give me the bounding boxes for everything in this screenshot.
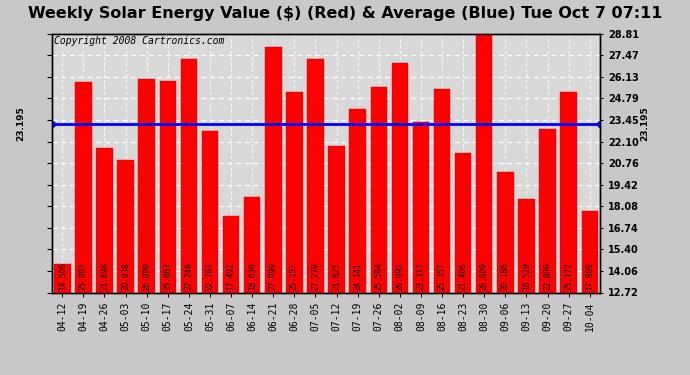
Text: 27.999: 27.999 [269,262,278,290]
Bar [223,216,239,292]
Text: 25.863: 25.863 [164,262,172,290]
Bar [159,81,176,292]
Text: Weekly Solar Energy Value ($) (Red) & Average (Blue) Tue Oct 7 07:11: Weekly Solar Energy Value ($) (Red) & Av… [28,6,662,21]
Bar [75,82,92,292]
Text: 25.504: 25.504 [374,262,383,290]
Bar [582,211,598,292]
Bar [307,58,324,292]
Text: 27.246: 27.246 [184,262,193,290]
Bar [455,153,471,292]
Text: 20.186: 20.186 [501,262,510,290]
Bar [497,172,513,292]
Bar [201,131,218,292]
Text: 20.938: 20.938 [121,262,130,290]
Text: 25.172: 25.172 [564,262,573,290]
Text: 25.803: 25.803 [79,262,88,290]
Text: 21.825: 21.825 [332,262,341,290]
Text: 21.698: 21.698 [100,262,109,290]
Text: 25.157: 25.157 [290,262,299,290]
Text: 21.406: 21.406 [459,262,468,290]
Bar [286,93,303,292]
Text: 24.141: 24.141 [353,262,362,290]
Bar [54,264,70,292]
Bar [560,92,577,292]
Text: 18.520: 18.520 [522,262,531,290]
Text: 26.000: 26.000 [142,262,151,290]
Text: Copyright 2008 Cartronics.com: Copyright 2008 Cartronics.com [55,36,225,46]
Bar [413,122,429,292]
Text: 18.630: 18.630 [248,262,257,290]
Bar [139,79,155,292]
Bar [518,199,535,292]
Bar [476,34,493,292]
Text: 25.357: 25.357 [437,262,446,290]
Text: 26.992: 26.992 [395,262,404,290]
Text: 14.506: 14.506 [58,262,67,290]
Bar [328,146,345,292]
Text: 22.889: 22.889 [543,262,552,290]
Text: 22.763: 22.763 [206,262,215,290]
Bar [244,198,260,292]
Bar [434,89,451,292]
Bar [540,129,555,292]
Text: 28.809: 28.809 [480,262,489,290]
Text: 17.492: 17.492 [226,262,235,290]
Bar [392,63,408,292]
Bar [181,59,197,292]
Bar [117,160,134,292]
Text: 17.809: 17.809 [585,262,594,290]
Text: 23.195: 23.195 [16,106,26,141]
Bar [265,47,282,292]
Text: 27.270: 27.270 [311,262,320,290]
Bar [349,109,366,292]
Bar [97,148,112,292]
Text: 23.195: 23.195 [640,106,650,141]
Bar [371,87,387,292]
Text: 23.317: 23.317 [417,262,426,290]
